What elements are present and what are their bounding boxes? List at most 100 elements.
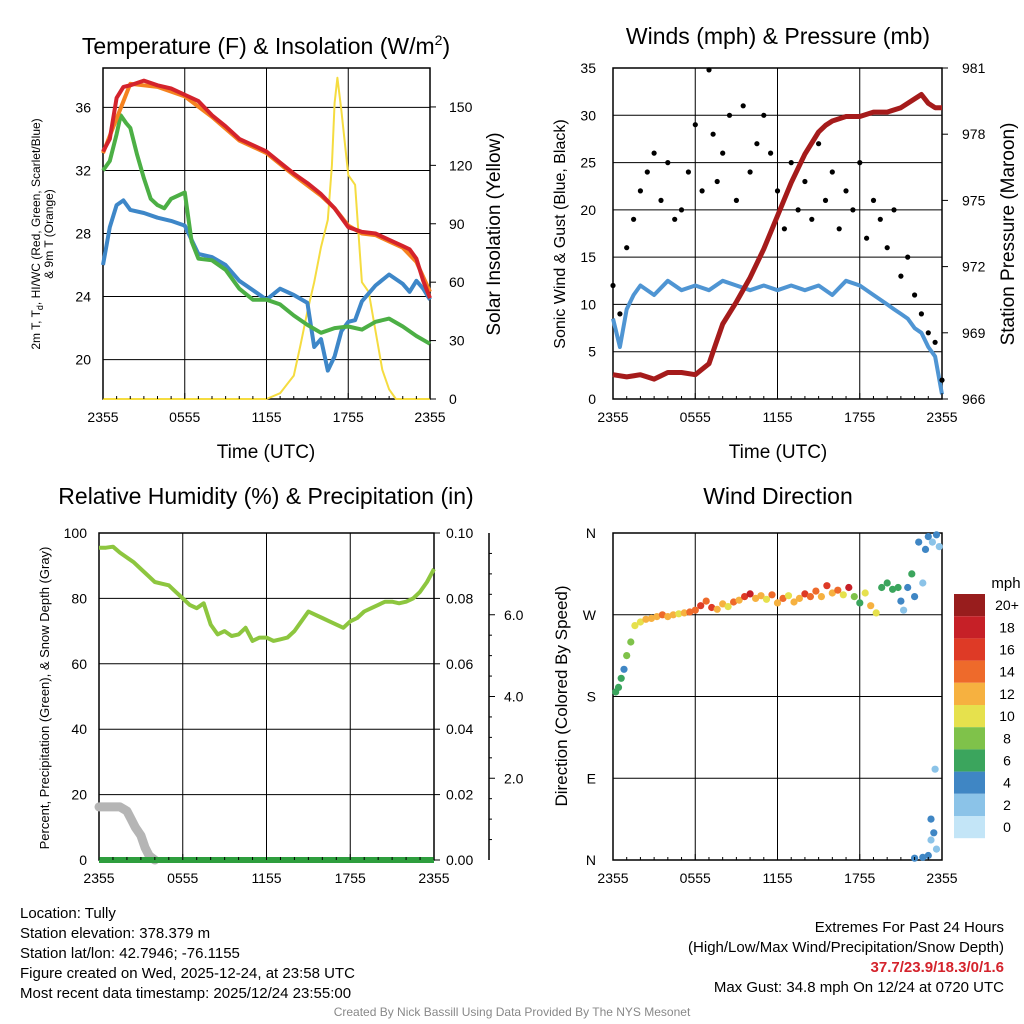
colorbar-swatch [954, 638, 985, 661]
y2-tick-label: 981 [962, 60, 986, 76]
x-tick-label: 2355 [87, 409, 118, 425]
gust-point [631, 216, 637, 222]
direction-point [642, 615, 650, 623]
direction-point [762, 595, 771, 603]
y-tick-label: 0 [79, 852, 87, 868]
x-tick-label: 2355 [597, 870, 628, 886]
gust-point [747, 169, 753, 175]
direction-point [773, 599, 782, 607]
direction-point [719, 600, 727, 608]
gust-point [843, 188, 849, 194]
direction-point [915, 538, 923, 546]
direction-point [768, 591, 776, 599]
y3-tick-label: 4.0 [504, 689, 524, 705]
direction-point [872, 609, 880, 617]
direction-point [680, 609, 688, 617]
x-tick-label: 2355 [83, 870, 114, 886]
panel-wind-direction: Wind Direction 2355 0555 1155 1755 2355NESWN… [552, 483, 1021, 886]
gust-point [898, 273, 904, 279]
gust-point [710, 131, 716, 137]
gust-point [932, 339, 938, 345]
gust-point [939, 377, 945, 383]
direction-point [801, 590, 809, 598]
gust-point [706, 67, 712, 73]
colorbar-swatch [954, 727, 985, 750]
gust-point [774, 188, 781, 194]
extremes-values: 37.7/23.9/18.3/0/1.6 [870, 959, 1004, 976]
direction-point [924, 851, 932, 860]
y2-tick-label: 0 [449, 391, 457, 407]
gust-point [864, 235, 870, 241]
x-tick-label: 1755 [333, 409, 364, 425]
direction-point [746, 590, 754, 598]
panel-humidity-title: Relative Humidity (%) & Precipitation (i… [58, 483, 473, 509]
y-tick-label: 100 [64, 525, 88, 541]
panel-winds-title: Winds (mph) & Pressure (mb) [626, 23, 930, 49]
colorbar-swatch [954, 660, 985, 683]
panel-temperature-xlabel: Time (UTC) [217, 442, 316, 463]
gust-point [651, 150, 657, 156]
x-tick-label: 0555 [680, 870, 711, 886]
panel-winds-xlabel: Time (UTC) [729, 442, 828, 463]
y3-tick-label: 6.0 [504, 607, 524, 623]
direction-point [741, 593, 749, 601]
series-station-pressure [612, 92, 942, 382]
direction-point [834, 586, 842, 594]
y2-tick-label: 969 [962, 325, 986, 341]
direction-point [620, 665, 628, 673]
direction-point [932, 845, 941, 853]
direction-point [932, 531, 941, 539]
y-tick-label: 32 [75, 162, 91, 178]
station-latlon: Station lat/lon: 42.7946; -76.1155 [20, 945, 240, 962]
colorbar-label: 18 [999, 619, 1015, 635]
colorbar-label: 2 [1003, 797, 1011, 813]
direction-point [823, 582, 831, 590]
direction-point [636, 618, 645, 626]
series-2m-t [101, 78, 432, 299]
gust-point [644, 169, 650, 175]
colorbar-unit: mph [991, 575, 1020, 592]
station-location: Location: Tully [20, 905, 116, 922]
gust-point [925, 330, 931, 336]
direction-point [647, 614, 656, 623]
extremes-title: Extremes For Past 24 Hours [814, 919, 1004, 936]
x-tick-label: 1755 [844, 409, 875, 425]
colorbar-swatch [954, 749, 985, 772]
gust-point [877, 216, 883, 222]
y2-tick-label: 0.02 [446, 787, 473, 803]
colorbar-swatch [954, 793, 985, 816]
y-tick-label: 60 [71, 656, 87, 672]
y2-tick-label: 90 [449, 216, 465, 232]
colorbar-swatch [954, 594, 985, 617]
direction-point [919, 853, 927, 861]
panel-temperature-title: Temperature (F) & Insolation (W/m2) [82, 32, 450, 59]
gust-point [768, 150, 774, 156]
x-tick-label: 2355 [414, 409, 445, 425]
y2-tick-label: 60 [449, 274, 465, 290]
colorbar-swatch [954, 682, 985, 705]
y-tick-label: 20 [75, 352, 91, 368]
colorbar-label: 10 [999, 708, 1015, 724]
panel-temperature: Temperature (F) & Insolation (W/m2) 2355… [29, 32, 505, 463]
y-tick-label: 25 [580, 155, 596, 171]
y3-tick-label: 2.0 [504, 770, 524, 786]
gust-point [617, 311, 623, 317]
gust-point [836, 226, 842, 232]
x-tick-label: 0555 [169, 409, 200, 425]
colorbar-swatch [954, 705, 985, 728]
direction-point [856, 599, 864, 607]
y-tick-label: 15 [580, 249, 596, 265]
gust-point [891, 207, 897, 213]
gust-point [809, 216, 815, 222]
y-tick-label: 5 [588, 344, 596, 360]
y-tick-label: 24 [75, 289, 91, 305]
series-dewpoint [101, 113, 431, 346]
colorbar-label: 6 [1003, 753, 1011, 769]
gust-point [850, 207, 856, 213]
recent-timestamp: Most recent data timestamp: 2025/12/24 2… [20, 985, 352, 1002]
gust-point [720, 150, 726, 156]
panel-temperature-y2label: Solar Insolation (Yellow) [484, 132, 505, 335]
direction-point [867, 602, 875, 610]
colorbar-label: 0 [1003, 819, 1011, 835]
colorbar: 20+ 18 16 14 12 10 8 6 4 2 0 [954, 594, 1019, 839]
